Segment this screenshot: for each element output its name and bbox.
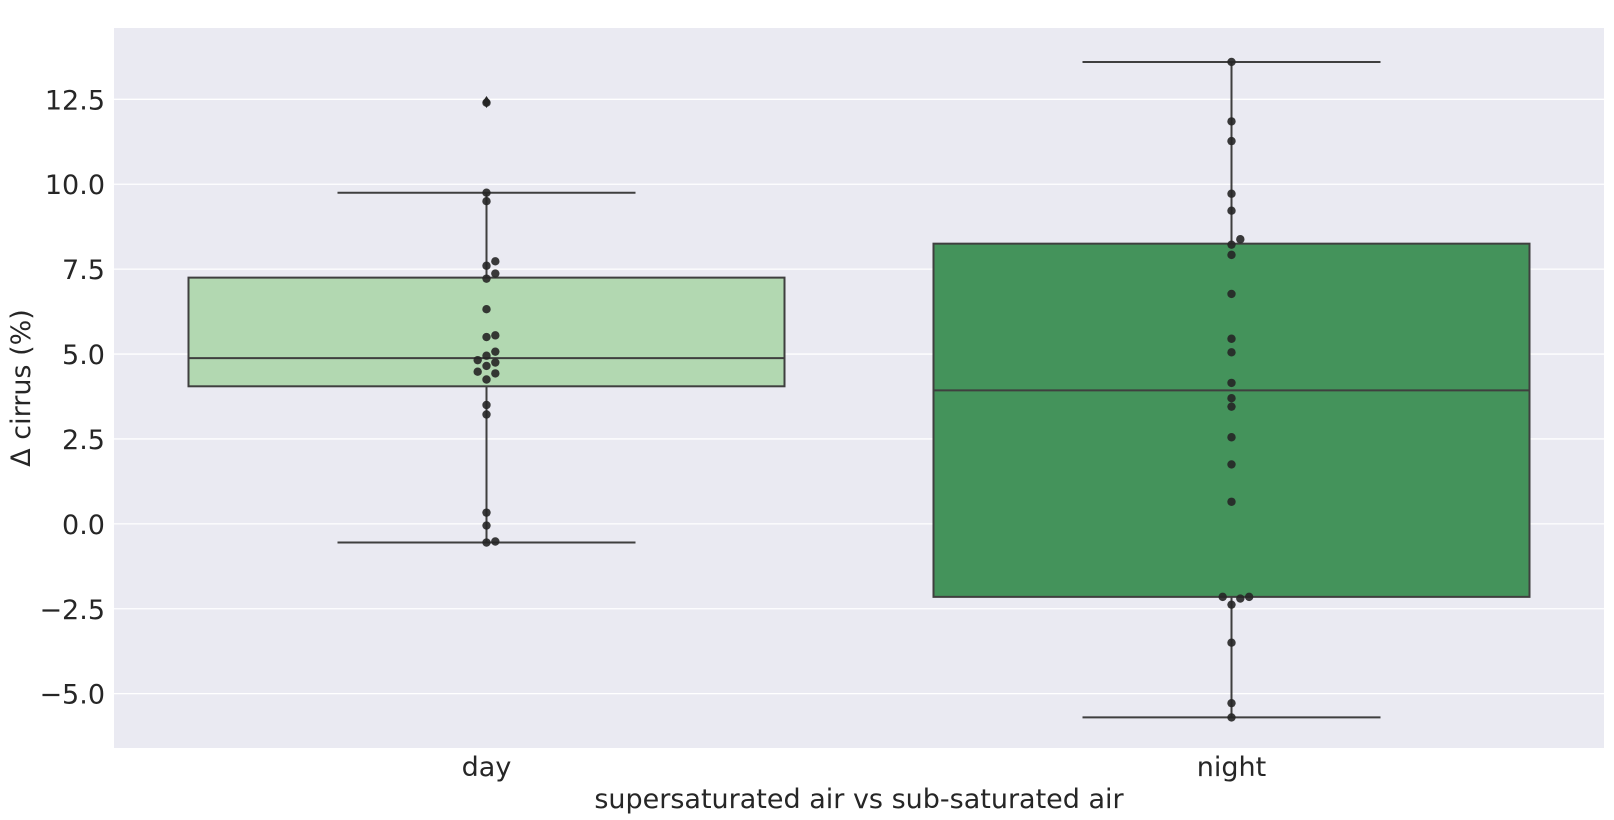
data-point: [1227, 600, 1236, 609]
data-point: [482, 361, 491, 371]
swarm-points: [473, 57, 1254, 722]
data-point: [491, 537, 500, 546]
data-point: [473, 355, 482, 365]
data-point: [1227, 393, 1236, 403]
y-tick-label: 2.5: [62, 425, 105, 456]
data-point: [473, 367, 482, 376]
data-point: [482, 274, 491, 283]
data-point: [1227, 334, 1236, 343]
iqr-box: [932, 242, 1531, 598]
y-tick-label: 10.0: [45, 170, 105, 201]
data-point: [1227, 497, 1236, 506]
data-point: [1227, 240, 1236, 249]
data-point: [1227, 189, 1236, 198]
data-point: [482, 400, 491, 410]
data-point: [1227, 206, 1236, 215]
data-point: [482, 332, 491, 342]
data-point: [1227, 433, 1236, 442]
data-point: [1227, 713, 1236, 722]
y-tick-label: 7.5: [62, 255, 105, 286]
data-point: [1218, 592, 1227, 602]
data-point: [482, 508, 491, 517]
data-point: [491, 358, 500, 367]
data-point: [482, 410, 491, 419]
data-point: [1227, 698, 1236, 708]
data-point: [1227, 378, 1236, 388]
x-tick-label-night: night: [1197, 752, 1266, 783]
data-point: [1227, 402, 1236, 411]
data-point: [482, 305, 491, 314]
data-point: [1227, 638, 1236, 647]
data-point: [482, 521, 491, 530]
gridlines: [114, 98, 1604, 695]
data-point: [482, 98, 491, 107]
y-tick-label: −5.0: [39, 680, 105, 711]
data-point: [482, 538, 491, 547]
data-point: [482, 197, 491, 206]
data-point: [482, 351, 491, 360]
data-point: [1227, 250, 1236, 260]
y-tick-label: −2.5: [39, 595, 105, 626]
data-point: [1227, 136, 1236, 146]
data-point: [491, 269, 500, 278]
data-point: [491, 331, 500, 340]
data-point: [1244, 592, 1254, 602]
data-point: [482, 261, 491, 270]
data-point: [1227, 348, 1236, 357]
x-axis-label: supersaturated air vs sub-saturated air: [594, 784, 1124, 815]
data-point: [1227, 57, 1236, 67]
data-point: [1227, 117, 1236, 126]
y-tick-label: 5.0: [62, 340, 105, 371]
data-point: [491, 347, 500, 356]
x-tick-label-day: day: [462, 752, 512, 783]
y-axis-label: Δ cirrus (%): [6, 309, 37, 467]
data-point: [1236, 594, 1245, 603]
data-point: [491, 369, 500, 378]
data-point: [1236, 235, 1245, 244]
tick-labels: −5.0 −2.5 0.0 2.5 5.0 7.5 10.0 12.5 day night: [39, 85, 1266, 783]
y-tick-label: 12.5: [45, 85, 105, 116]
data-point: [482, 375, 491, 384]
y-tick-label: 0.0: [62, 510, 105, 541]
data-point: [491, 257, 500, 266]
data-point: [1227, 460, 1236, 469]
data-point: [1227, 289, 1236, 299]
data-point: [482, 188, 491, 197]
